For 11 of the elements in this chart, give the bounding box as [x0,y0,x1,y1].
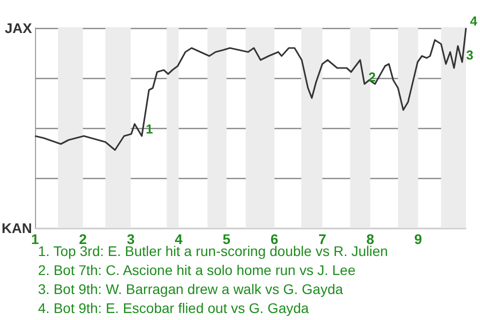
text: KAN [2,220,32,236]
annotation: 2 [368,70,376,84]
text: 2. Bot 7th: C. Ascione hit a solo home run vs J. Lee [38,262,356,278]
x-tick-label: 1 [31,231,40,247]
text: JAX [4,20,33,36]
annotation: 4 [470,14,478,28]
annotation: 3 [466,48,474,62]
text: 4. Bot 9th: E. Escobar flied out vs G. Gayda [38,300,310,316]
annotation: 1 [146,122,154,136]
x-tick-label: 9 [414,231,422,247]
text: 3. Bot 9th: W. Barragan drew a walk vs G. Gayda [38,281,344,297]
